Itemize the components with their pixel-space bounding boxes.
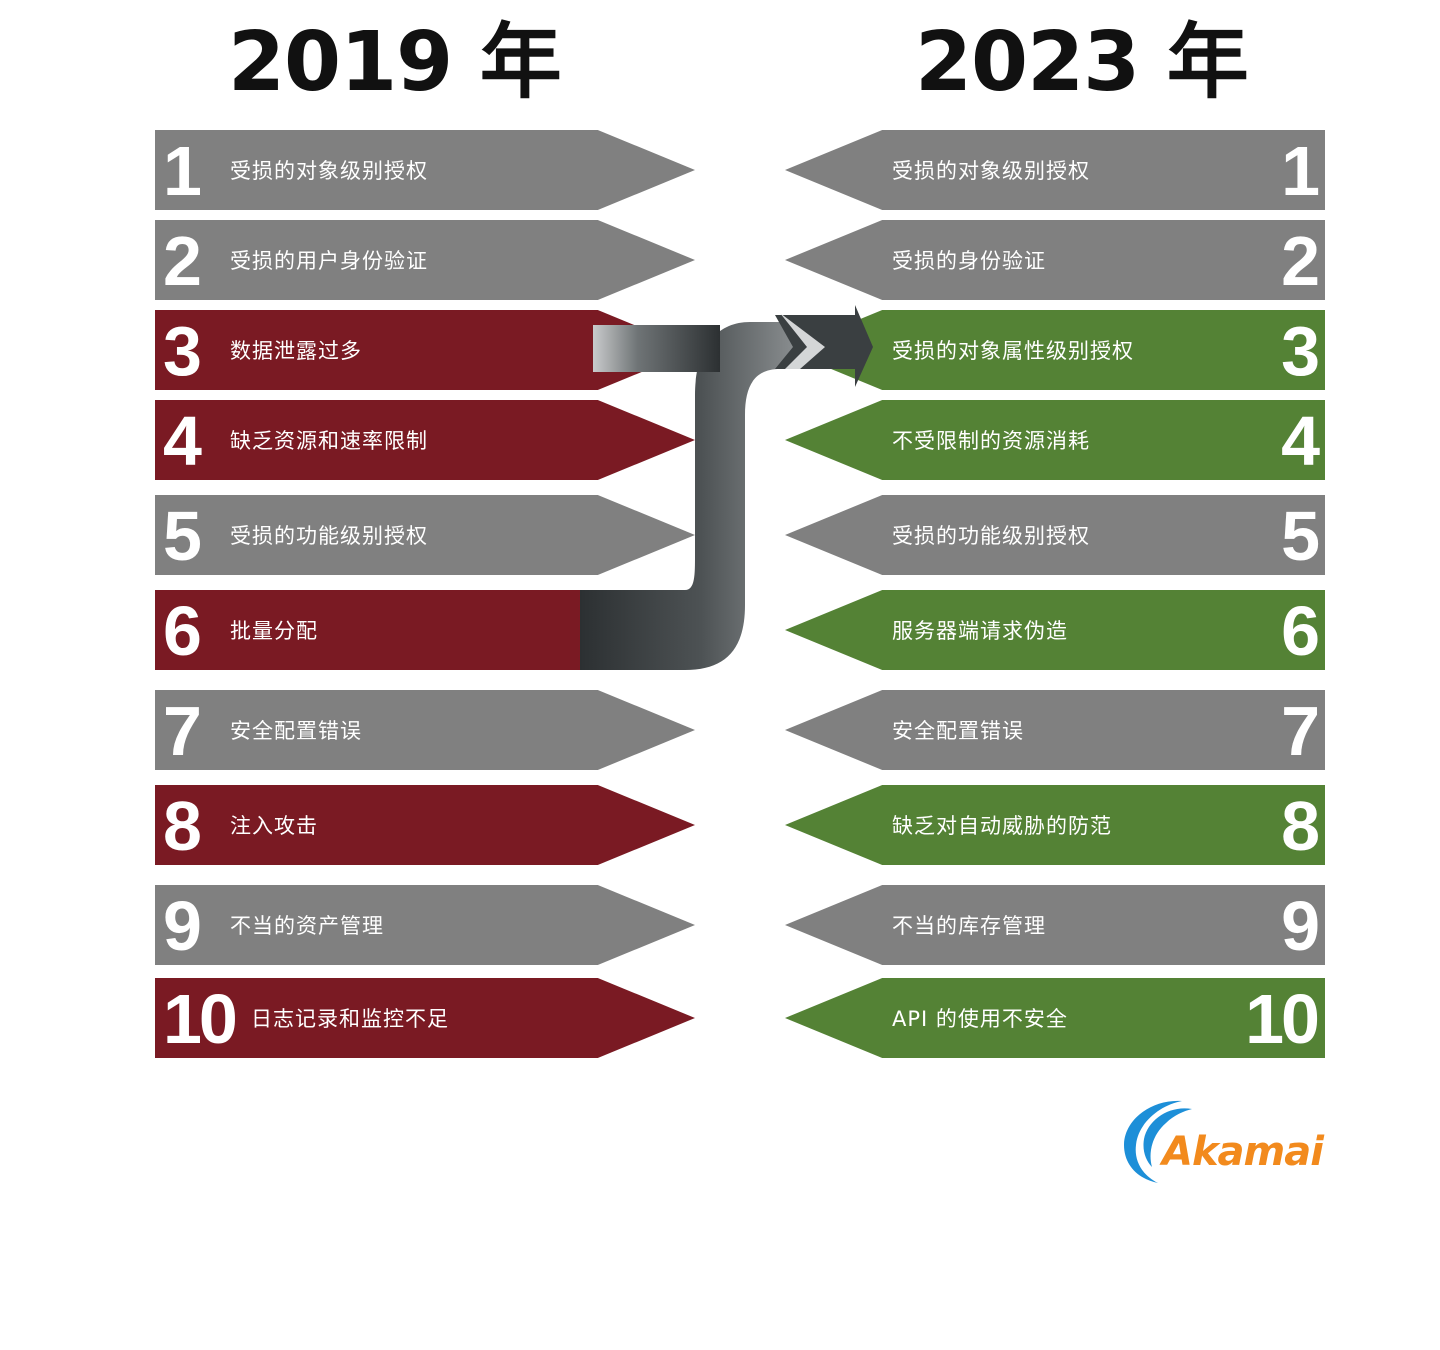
akamai-swoosh-icon bbox=[1124, 1100, 1192, 1183]
item-2019-9: 9 不当的资产管理 bbox=[155, 885, 695, 965]
item-label: 批量分配 bbox=[230, 619, 318, 643]
rank-number: 5 bbox=[1281, 497, 1320, 575]
item-2019-7: 7 安全配置错误 bbox=[155, 690, 695, 770]
arrow-shape bbox=[785, 400, 1325, 480]
arrow-shape bbox=[155, 885, 695, 965]
item-2019-5: 5 受损的功能级别授权 bbox=[155, 495, 695, 575]
item-2023-7: 7 安全配置错误 bbox=[785, 690, 1325, 770]
item-2023-9: 9 不当的库存管理 bbox=[785, 885, 1325, 965]
item-label: 不受限制的资源消耗 bbox=[892, 429, 1090, 453]
arrow-shape bbox=[785, 495, 1325, 575]
rank-number: 8 bbox=[163, 787, 202, 865]
rank-number: 4 bbox=[163, 402, 202, 480]
item-label: 受损的身份验证 bbox=[892, 249, 1046, 273]
item-label: 注入攻击 bbox=[230, 814, 318, 838]
merge-arrow-icon bbox=[580, 305, 873, 670]
arrow-shape bbox=[785, 220, 1325, 300]
item-2019-10: 10 日志记录和监控不足 bbox=[155, 978, 695, 1058]
right-heading: 2023 年 bbox=[915, 15, 1249, 110]
rank-number: 7 bbox=[1281, 692, 1320, 770]
rank-number: 9 bbox=[1281, 887, 1320, 965]
rank-number: 6 bbox=[1281, 592, 1320, 670]
rank-number: 3 bbox=[1281, 312, 1320, 390]
left-heading: 2019 年 bbox=[228, 15, 562, 110]
rank-number: 9 bbox=[163, 887, 202, 965]
rank-number: 6 bbox=[163, 592, 202, 670]
rank-number: 8 bbox=[1281, 787, 1320, 865]
rank-number: 1 bbox=[163, 132, 202, 210]
arrow-shape bbox=[785, 590, 1325, 670]
rank-number: 2 bbox=[1281, 222, 1320, 300]
arrow-shape bbox=[155, 130, 695, 210]
item-label: 日志记录和监控不足 bbox=[251, 1007, 449, 1031]
item-2023-1: 1 受损的对象级别授权 bbox=[785, 130, 1325, 210]
rank-number: 3 bbox=[163, 312, 202, 390]
item-2023-8: 8 缺乏对自动威胁的防范 bbox=[785, 785, 1325, 865]
item-2023-10: 10 API 的使用不安全 bbox=[785, 978, 1325, 1058]
item-label: 不当的资产管理 bbox=[230, 914, 384, 938]
rank-number: 4 bbox=[1281, 402, 1320, 480]
item-label: 数据泄露过多 bbox=[230, 339, 362, 363]
item-label: 受损的对象级别授权 bbox=[230, 159, 428, 183]
rank-number: 7 bbox=[163, 692, 202, 770]
akamai-logo: Akamai bbox=[1120, 1095, 1330, 1185]
item-label: 受损的用户身份验证 bbox=[230, 249, 428, 273]
arrow-shape bbox=[785, 310, 1325, 390]
rank-number: 1 bbox=[1281, 132, 1320, 210]
arrow-shape bbox=[155, 690, 695, 770]
akamai-logo-text: Akamai bbox=[1162, 1129, 1324, 1175]
arrow-shape bbox=[155, 220, 695, 300]
item-2023-5: 5 受损的功能级别授权 bbox=[785, 495, 1325, 575]
item-2019-4: 4 缺乏资源和速率限制 bbox=[155, 400, 695, 480]
arrow-shape bbox=[155, 978, 695, 1058]
arrow-shape bbox=[785, 785, 1325, 865]
item-label: 服务器端请求伪造 bbox=[892, 619, 1068, 643]
arrow-shape bbox=[785, 130, 1325, 210]
item-2019-1: 1 受损的对象级别授权 bbox=[155, 130, 695, 210]
rank-number: 10 bbox=[1245, 980, 1320, 1058]
item-2019-8: 8 注入攻击 bbox=[155, 785, 695, 865]
arrow-shape bbox=[785, 885, 1325, 965]
item-2023-2: 2 受损的身份验证 bbox=[785, 220, 1325, 300]
rank-number: 10 bbox=[163, 980, 238, 1058]
item-label: 受损的功能级别授权 bbox=[892, 524, 1090, 548]
arrow-shape bbox=[155, 400, 695, 480]
item-label: API 的使用不安全 bbox=[892, 1007, 1068, 1031]
item-label: 缺乏资源和速率限制 bbox=[230, 429, 428, 453]
item-label: 安全配置错误 bbox=[230, 719, 362, 743]
item-label: 不当的库存管理 bbox=[892, 914, 1046, 938]
item-2023-4: 4 不受限制的资源消耗 bbox=[785, 400, 1325, 480]
item-label: 受损的对象属性级别授权 bbox=[892, 339, 1134, 363]
item-label: 受损的功能级别授权 bbox=[230, 524, 428, 548]
item-2019-2: 2 受损的用户身份验证 bbox=[155, 220, 695, 300]
item-label: 缺乏对自动威胁的防范 bbox=[892, 814, 1112, 838]
item-2023-6: 6 服务器端请求伪造 bbox=[785, 590, 1325, 670]
item-2023-3: 3 受损的对象属性级别授权 bbox=[785, 310, 1325, 390]
arrow-shape bbox=[155, 785, 695, 865]
item-label: 安全配置错误 bbox=[892, 719, 1024, 743]
rank-number: 2 bbox=[163, 222, 202, 300]
item-label: 受损的对象级别授权 bbox=[892, 159, 1090, 183]
arrow-shape bbox=[785, 690, 1325, 770]
arrow-shape bbox=[785, 978, 1325, 1058]
rank-number: 5 bbox=[163, 497, 202, 575]
arrow-shape bbox=[155, 495, 695, 575]
